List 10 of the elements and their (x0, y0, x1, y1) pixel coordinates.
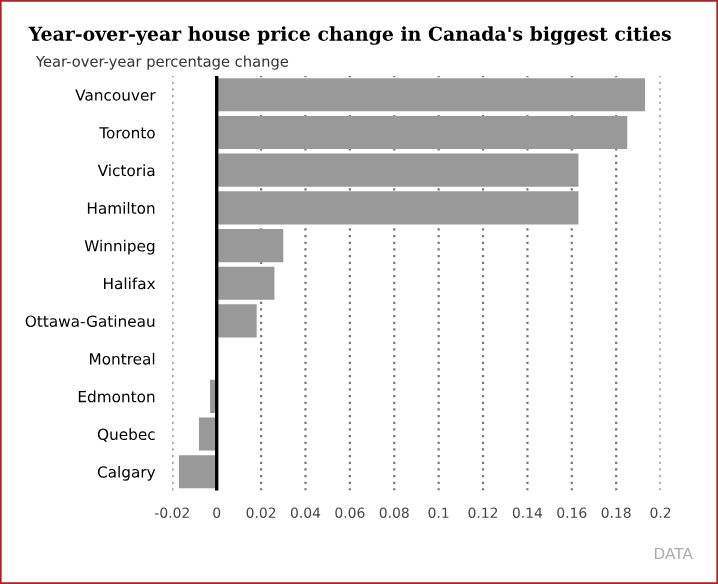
bar (216, 153, 579, 187)
bar (216, 304, 257, 338)
bar (216, 191, 579, 225)
bar (216, 78, 646, 112)
bar (178, 455, 217, 489)
bar (198, 417, 217, 451)
bar (216, 266, 275, 300)
bar (216, 228, 284, 263)
chart-title: Year-over-year house price change in Canada's biggest cities (28, 26, 671, 45)
bar (216, 115, 628, 150)
